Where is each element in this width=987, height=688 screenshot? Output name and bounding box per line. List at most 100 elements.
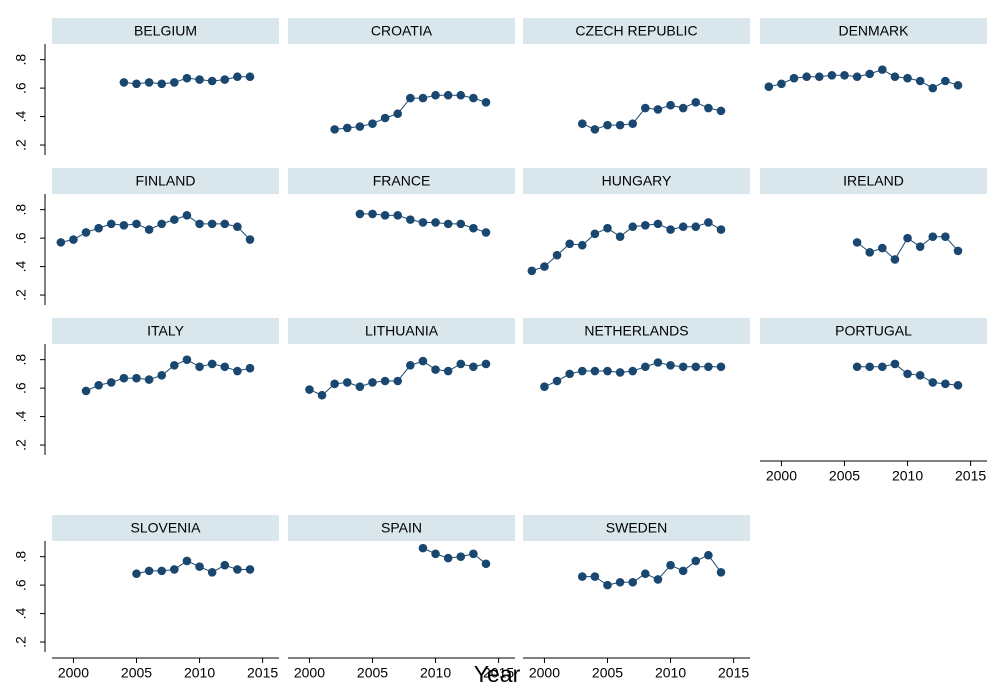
- point: [119, 221, 129, 230]
- y-tick-label: .2: [13, 439, 29, 451]
- point: [802, 72, 811, 82]
- y-tick-label: .2: [13, 289, 29, 301]
- point: [890, 255, 900, 264]
- panel-title: SLOVENIA: [130, 520, 201, 536]
- y-tick-label: .2: [13, 139, 29, 151]
- point: [431, 365, 440, 374]
- point: [207, 568, 217, 577]
- point: [418, 93, 428, 103]
- point: [119, 78, 129, 87]
- point: [431, 549, 440, 559]
- point: [628, 577, 638, 587]
- point: [941, 76, 950, 86]
- panel-title: BELGIUM: [134, 23, 197, 39]
- y-tick-label: .4: [13, 608, 29, 620]
- point: [641, 221, 650, 230]
- point: [641, 569, 650, 579]
- x-tick-label: 2010: [420, 665, 451, 681]
- point: [469, 223, 478, 233]
- point: [342, 378, 352, 387]
- x-tick-label: 2000: [529, 665, 560, 681]
- point: [220, 362, 230, 372]
- point: [666, 225, 675, 234]
- point: [233, 222, 242, 232]
- point: [220, 219, 230, 229]
- point: [615, 577, 625, 587]
- point: [481, 359, 491, 369]
- point: [704, 103, 713, 113]
- x-tick-label: 2000: [766, 468, 797, 484]
- point: [878, 362, 887, 372]
- point: [132, 219, 141, 229]
- point: [540, 382, 549, 391]
- point: [245, 363, 255, 373]
- point: [106, 219, 116, 229]
- point: [603, 366, 612, 376]
- point: [565, 239, 574, 249]
- point: [666, 560, 675, 570]
- point: [852, 238, 862, 247]
- x-tick-label: 2010: [184, 665, 215, 681]
- y-tick-label: .8: [13, 551, 29, 563]
- panel-header: [288, 515, 515, 541]
- series-line: [136, 560, 250, 575]
- point: [603, 120, 612, 130]
- point: [777, 79, 786, 89]
- point: [691, 222, 701, 232]
- point: [603, 580, 612, 590]
- point: [890, 72, 900, 82]
- y-tick-label: .6: [13, 232, 29, 244]
- point: [406, 215, 415, 224]
- point: [69, 235, 78, 244]
- point: [928, 378, 938, 387]
- point: [953, 380, 963, 390]
- series-line: [582, 101, 722, 130]
- point: [207, 359, 217, 369]
- point: [380, 211, 390, 220]
- point: [393, 211, 403, 220]
- panel-title: PORTUGAL: [835, 323, 912, 339]
- point: [380, 113, 390, 123]
- point: [368, 209, 377, 219]
- point: [704, 362, 713, 372]
- panel-header: [523, 318, 750, 344]
- point: [132, 79, 141, 89]
- point: [406, 93, 415, 103]
- point: [182, 211, 192, 220]
- point: [119, 373, 129, 383]
- panel-title: LITHUANIA: [365, 323, 439, 339]
- point: [953, 80, 963, 90]
- point: [182, 556, 192, 566]
- point: [195, 362, 204, 372]
- point: [628, 119, 638, 128]
- x-tick-label: 2005: [592, 665, 623, 681]
- x-tick-label: 2015: [483, 665, 514, 681]
- point: [245, 235, 255, 244]
- series-line: [531, 221, 722, 272]
- point: [182, 73, 192, 83]
- point: [330, 379, 339, 389]
- panel-title: NETHERLANDS: [584, 323, 688, 339]
- x-tick-label: 2015: [955, 468, 986, 484]
- y-tick-label: .6: [13, 82, 29, 94]
- point: [789, 73, 799, 83]
- point: [878, 65, 887, 74]
- panel-title: FINLAND: [136, 173, 196, 189]
- point: [469, 549, 478, 559]
- panel-header: [760, 318, 987, 344]
- point: [443, 219, 453, 229]
- point: [527, 266, 537, 276]
- panel-header: [52, 515, 279, 541]
- x-tick-label: 2005: [121, 665, 152, 681]
- point: [443, 90, 453, 100]
- panel-header: [52, 318, 279, 344]
- point: [628, 366, 638, 376]
- series-line: [582, 554, 722, 586]
- y-tick-label: .2: [13, 636, 29, 648]
- point: [628, 222, 638, 232]
- point: [716, 225, 726, 234]
- point: [195, 562, 204, 571]
- point: [157, 219, 167, 229]
- point: [903, 73, 912, 83]
